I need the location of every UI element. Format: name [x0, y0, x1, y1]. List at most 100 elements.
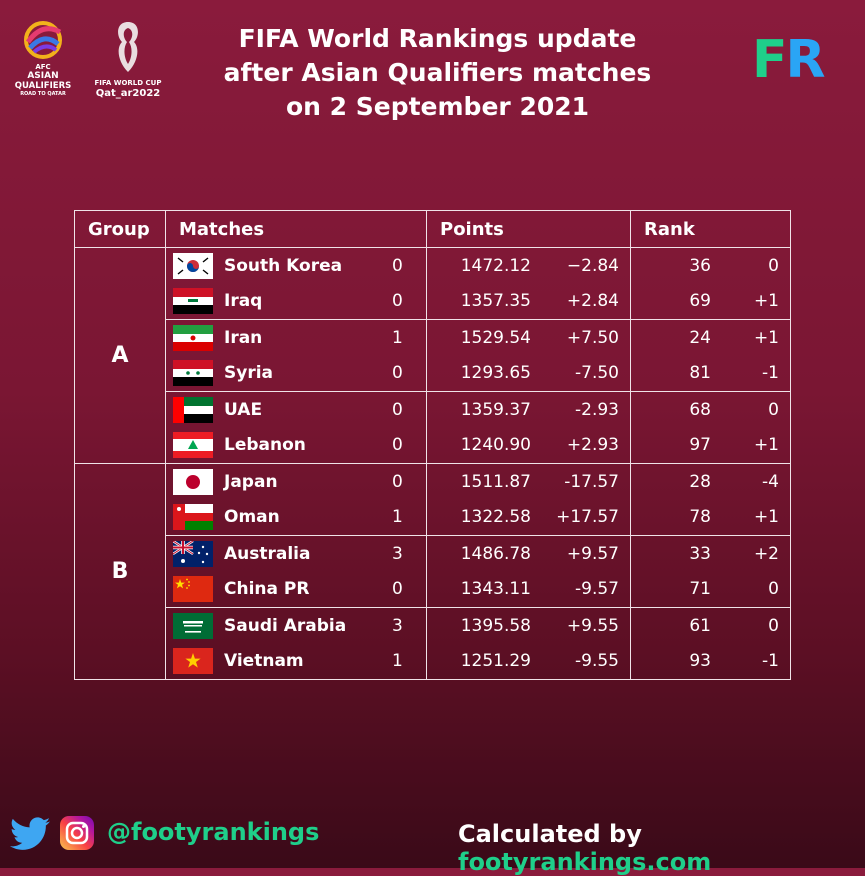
country-name: China PR — [224, 579, 310, 600]
table-row: Lebanon 0 1240.90 +2.93 97 +1 — [75, 427, 791, 464]
group-label: A — [111, 343, 129, 368]
uae-flag-icon — [173, 396, 213, 423]
rankings-table-body: A South Korea 0 1472.12 −2.84 36 0 Iraq 0 1357.35… — [74, 247, 791, 680]
points-change: +7.50 — [566, 327, 619, 348]
rank-change: 0 — [768, 255, 779, 276]
rank-value: 24 — [689, 327, 711, 348]
afc-qualifiers-label: QUALIFIERS — [14, 81, 72, 91]
rank-value: 33 — [689, 543, 711, 564]
rank-cell: 93 -1 — [630, 643, 791, 680]
country-name: UAE — [224, 399, 263, 420]
lebanon-flag-icon — [173, 432, 213, 459]
goals-scored: 1 — [392, 651, 403, 672]
match-cell: Iran 1 — [165, 319, 427, 356]
points-change: +9.57 — [566, 543, 619, 564]
header-matches: Matches — [165, 210, 427, 248]
rank-value: 28 — [689, 471, 711, 492]
vietnam-flag-icon — [173, 648, 213, 675]
page-title: FIFA World Rankings update after Asian Q… — [175, 22, 700, 124]
table-row: Saudi Arabia 3 1395.58 +9.55 61 0 — [75, 607, 791, 644]
afc-asian-qualifiers-logo: AFC ASIAN QUALIFIERS ROAD TO QATAR — [12, 18, 74, 98]
wc-qatar-label: Qat_ar2022 — [95, 88, 161, 99]
points-change: +17.57 — [556, 507, 619, 528]
points-value: 1343.11 — [460, 579, 531, 600]
group-cell: B — [74, 463, 166, 680]
rank-change: 0 — [768, 579, 779, 600]
match-cell: Vietnam 1 — [165, 643, 427, 680]
points-cell: 1357.35 +2.84 — [426, 283, 631, 320]
points-cell: 1472.12 −2.84 — [426, 247, 631, 284]
rank-value: 36 — [689, 255, 711, 276]
table-row: Syria 0 1293.65 -7.50 81 -1 — [75, 355, 791, 392]
goals-scored: 0 — [392, 435, 403, 456]
iran-flag-icon — [173, 324, 213, 351]
rank-cell: 69 +1 — [630, 283, 791, 320]
table-row: A South Korea 0 1472.12 −2.84 36 0 — [74, 247, 791, 464]
goals-scored: 0 — [392, 579, 403, 600]
syria-flag-icon — [173, 360, 213, 387]
header-rank: Rank — [630, 210, 791, 248]
match-cell: UAE 0 — [165, 391, 427, 428]
points-cell: 1486.78 +9.57 — [426, 535, 631, 572]
footyrankings-logo: FR — [752, 34, 826, 86]
rank-value: 78 — [689, 507, 711, 528]
points-value: 1529.54 — [460, 327, 531, 348]
south-korea-flag-icon — [173, 252, 213, 279]
japan-flag-icon — [173, 468, 213, 495]
fr-logo-f: F — [752, 30, 788, 90]
goals-scored: 0 — [392, 255, 403, 276]
points-change: -9.55 — [575, 651, 619, 672]
rank-value: 81 — [689, 363, 711, 384]
match-cell: Australia 3 — [165, 535, 427, 572]
afc-road-label: ROAD TO QATAR — [20, 91, 66, 97]
afc-asian-label: ASIAN — [27, 71, 59, 81]
rank-cell: 24 +1 — [630, 319, 791, 356]
points-value: 1486.78 — [460, 543, 531, 564]
goals-scored: 1 — [392, 327, 403, 348]
rank-cell: 78 +1 — [630, 499, 791, 536]
points-value: 1293.65 — [460, 363, 531, 384]
match-cell: Lebanon 0 — [165, 427, 427, 464]
points-cell: 1395.58 +9.55 — [426, 607, 631, 644]
australia-flag-icon — [173, 540, 213, 567]
rank-cell: 36 0 — [630, 247, 791, 284]
country-name: Lebanon — [224, 435, 306, 456]
calculated-by-site: footyrankings.com — [458, 848, 712, 876]
iraq-flag-icon — [173, 288, 213, 315]
points-cell: 1529.54 +7.50 — [426, 319, 631, 356]
table-row: Iraq 0 1357.35 +2.84 69 +1 — [75, 283, 791, 320]
rank-value: 97 — [689, 435, 711, 456]
wc-label: FIFA WORLD CUP — [94, 79, 162, 87]
points-value: 1472.12 — [460, 255, 531, 276]
points-change: +2.93 — [566, 435, 619, 456]
saudi-arabia-flag-icon — [173, 612, 213, 639]
points-value: 1359.37 — [460, 399, 531, 420]
rank-cell: 61 0 — [630, 607, 791, 644]
points-cell: 1359.37 -2.93 — [426, 391, 631, 428]
points-cell: 1511.87 -17.57 — [426, 463, 631, 500]
points-value: 1251.29 — [460, 651, 531, 672]
points-value: 1395.58 — [460, 615, 531, 636]
match-cell: China PR 0 — [165, 571, 427, 608]
footer: @footyrankings Calculated by footyrankin… — [0, 812, 865, 876]
rank-cell: 97 +1 — [630, 427, 791, 464]
rank-change: +2 — [753, 543, 779, 564]
rankings-table-container: Group Matches Points Rank A South Korea 0 1… — [74, 210, 791, 680]
twitter-bird-icon — [10, 817, 50, 855]
match-cell: Syria 0 — [165, 355, 427, 392]
rank-change: 0 — [768, 615, 779, 636]
points-cell: 1251.29 -9.55 — [426, 643, 631, 680]
points-value: 1511.87 — [460, 471, 531, 492]
rank-change: 0 — [768, 399, 779, 420]
calculated-by-prefix: Calculated by — [458, 820, 642, 848]
points-value: 1357.35 — [460, 291, 531, 312]
rank-change: -4 — [762, 471, 779, 492]
title-line-3: on 2 September 2021 — [285, 92, 590, 121]
points-cell: 1293.65 -7.50 — [426, 355, 631, 392]
table-row: Iran 1 1529.54 +7.50 24 +1 — [75, 319, 791, 356]
points-change: −2.84 — [566, 255, 619, 276]
country-name: Oman — [224, 507, 280, 528]
goals-scored: 1 — [392, 507, 403, 528]
calculated-by-credit: Calculated by footyrankings.com — [458, 820, 865, 876]
points-change: -7.50 — [575, 363, 619, 384]
